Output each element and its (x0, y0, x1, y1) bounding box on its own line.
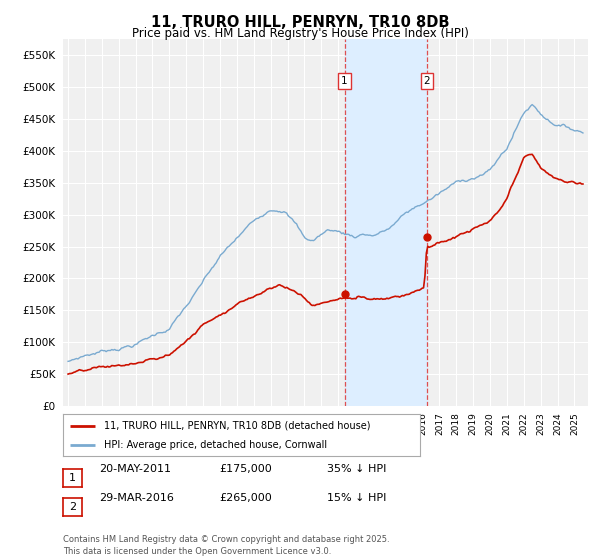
Text: 11, TRURO HILL, PENRYN, TR10 8DB (detached house): 11, TRURO HILL, PENRYN, TR10 8DB (detach… (104, 421, 371, 431)
Bar (344, 39, 427, 406)
Text: 29-MAR-2016: 29-MAR-2016 (99, 493, 174, 503)
Text: 15% ↓ HPI: 15% ↓ HPI (327, 493, 386, 503)
Text: 35% ↓ HPI: 35% ↓ HPI (327, 464, 386, 474)
Text: Contains HM Land Registry data © Crown copyright and database right 2025.
This d: Contains HM Land Registry data © Crown c… (63, 535, 389, 556)
Text: 1: 1 (69, 473, 76, 483)
Text: 2: 2 (69, 502, 76, 512)
Text: 2: 2 (424, 76, 430, 86)
Text: Price paid vs. HM Land Registry's House Price Index (HPI): Price paid vs. HM Land Registry's House … (131, 27, 469, 40)
Text: £175,000: £175,000 (219, 464, 272, 474)
Text: 11, TRURO HILL, PENRYN, TR10 8DB: 11, TRURO HILL, PENRYN, TR10 8DB (151, 15, 449, 30)
Text: HPI: Average price, detached house, Cornwall: HPI: Average price, detached house, Corn… (104, 440, 327, 450)
Text: 20-MAY-2011: 20-MAY-2011 (99, 464, 171, 474)
Text: £265,000: £265,000 (219, 493, 272, 503)
Text: 1: 1 (341, 76, 348, 86)
